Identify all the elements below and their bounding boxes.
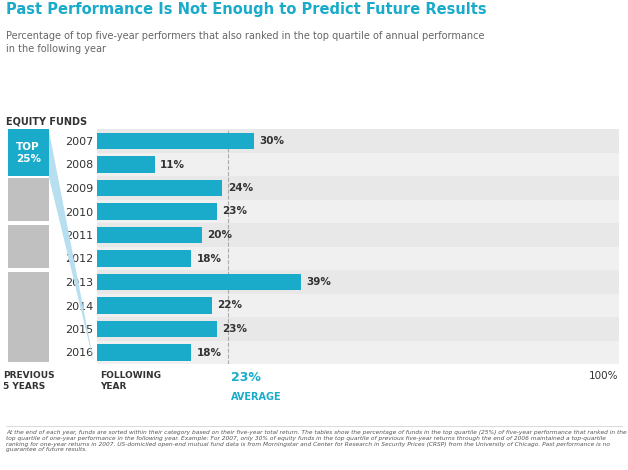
Text: FOLLOWING
YEAR: FOLLOWING YEAR	[100, 371, 161, 392]
Text: EQUITY FUNDS: EQUITY FUNDS	[6, 117, 87, 127]
Text: 24%: 24%	[228, 183, 253, 193]
Bar	[8, 272, 49, 362]
Text: 100%: 100%	[589, 371, 619, 381]
Text: 23%: 23%	[231, 371, 261, 384]
Bar	[97, 223, 619, 247]
Bar	[97, 200, 619, 223]
Text: AVERAGE: AVERAGE	[231, 392, 281, 402]
Bar	[97, 297, 212, 314]
Bar	[97, 129, 619, 153]
Bar	[97, 227, 202, 243]
Bar	[8, 129, 49, 176]
Text: Percentage of top five-year performers that also ranked in the top quartile of a: Percentage of top five-year performers t…	[6, 31, 485, 54]
Bar	[97, 176, 619, 200]
Text: 39%: 39%	[306, 277, 331, 287]
Bar	[8, 178, 49, 221]
Text: 23%: 23%	[222, 324, 247, 334]
Text: 20%: 20%	[207, 230, 232, 240]
Text: 30%: 30%	[259, 136, 284, 146]
Bar	[97, 274, 301, 290]
Bar	[97, 180, 222, 196]
Text: 18%: 18%	[197, 253, 222, 264]
Bar	[97, 153, 619, 176]
Text: 23%: 23%	[222, 206, 247, 217]
Bar	[97, 317, 619, 341]
Text: TOP
25%: TOP 25%	[16, 142, 41, 164]
Bar	[8, 225, 49, 268]
Polygon shape	[49, 129, 94, 364]
Text: 11%: 11%	[160, 159, 185, 170]
Bar	[97, 294, 619, 317]
Bar	[97, 341, 619, 364]
Bar	[97, 203, 217, 220]
Bar	[97, 133, 254, 149]
Text: 22%: 22%	[217, 300, 242, 311]
Bar	[97, 250, 191, 267]
Bar	[97, 156, 154, 173]
Text: 18%: 18%	[197, 347, 222, 358]
Text: Past Performance Is Not Enough to Predict Future Results: Past Performance Is Not Enough to Predic…	[6, 2, 487, 17]
Text: PREVIOUS
5 YEARS: PREVIOUS 5 YEARS	[3, 371, 55, 392]
Bar	[97, 321, 217, 337]
Bar	[97, 270, 619, 294]
Bar	[97, 344, 191, 361]
Text: At the end of each year, funds are sorted within their category based on their f: At the end of each year, funds are sorte…	[6, 430, 627, 453]
Bar	[97, 247, 619, 270]
